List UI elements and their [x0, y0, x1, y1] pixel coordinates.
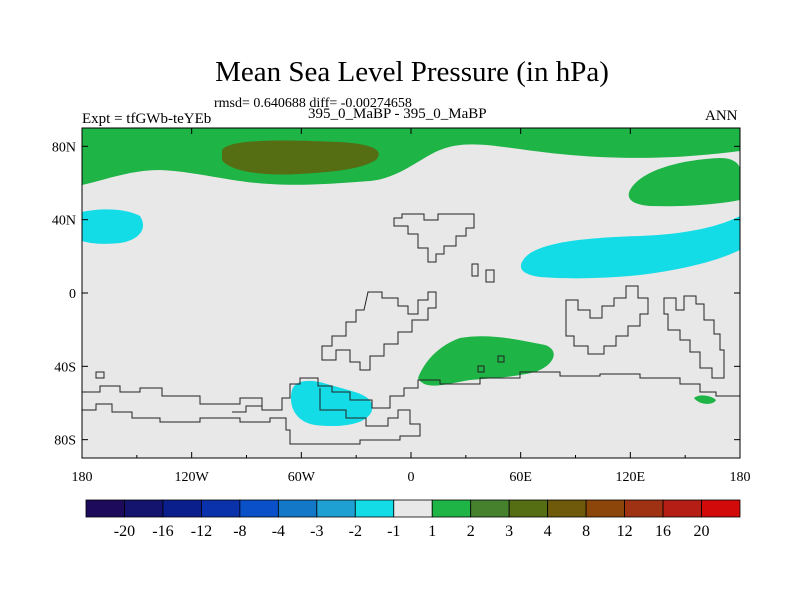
colorbar-swatch — [277, 499, 318, 518]
colorbar-swatch — [624, 499, 664, 518]
colorbar-label: 20 — [694, 523, 710, 540]
colorbar-label: -4 — [272, 523, 285, 540]
coastline — [663, 295, 725, 379]
colorbar-label: 2 — [467, 523, 475, 540]
coastline — [477, 365, 485, 373]
colorbar-label: 4 — [544, 523, 552, 540]
coastline — [82, 371, 740, 411]
x-tick-label: 120W — [175, 470, 210, 485]
colorbar-swatch — [508, 499, 549, 518]
colorbar-swatch — [470, 499, 510, 518]
colorbar-swatch — [201, 499, 241, 518]
colorbar-swatch — [701, 499, 741, 518]
y-tick-label: 40N — [52, 214, 76, 229]
colorbar-swatch — [85, 499, 125, 518]
colorbar-label: -12 — [191, 523, 212, 540]
x-tick-label: 0 — [408, 470, 415, 485]
colorbar-swatch — [662, 499, 702, 518]
colorbar-swatch — [585, 499, 625, 518]
x-tick-label: 120E — [616, 470, 646, 485]
coastline — [565, 285, 649, 355]
colorbar-label: -8 — [233, 523, 246, 540]
colorbar-label: 3 — [505, 523, 513, 540]
anomaly-region — [82, 209, 144, 244]
colorbar-label: 8 — [582, 523, 590, 540]
colorbar-swatch — [354, 499, 395, 518]
chart-title: Mean Sea Level Pressure (in hPa) — [215, 56, 609, 88]
coastline — [321, 291, 437, 371]
experiment-label: Expt = tfGWb-teYEb — [82, 111, 212, 127]
colorbar-label: -20 — [114, 523, 135, 540]
colorbar-swatch — [239, 499, 279, 518]
coastline — [95, 371, 105, 379]
colorbar-label: -3 — [310, 523, 323, 540]
y-tick-label: 80N — [52, 140, 76, 155]
colorbar-swatch — [547, 499, 587, 518]
y-tick-label: 80S — [54, 434, 76, 449]
colorbar-swatch — [162, 499, 202, 518]
colorbar-label: -16 — [152, 523, 173, 540]
colorbar-label: -2 — [349, 523, 362, 540]
anomaly-region — [628, 158, 740, 207]
case-label: 395_0_MaBP - 395_0_MaBP — [308, 106, 487, 122]
plot-background — [82, 128, 740, 458]
anomaly-region — [520, 216, 740, 279]
colorbar-swatch — [431, 499, 472, 518]
coastline — [82, 388, 421, 445]
coastline — [232, 405, 262, 413]
x-tick-label: 180 — [730, 470, 751, 485]
coastline — [471, 263, 479, 277]
stats-line: rmsd= 0.640688 diff= -0.00274658 — [214, 96, 412, 111]
colorbar-label: -1 — [387, 523, 400, 540]
x-tick-label: 60W — [288, 470, 316, 485]
colorbar-swatch — [316, 499, 356, 518]
coastline — [393, 213, 475, 263]
coastline — [497, 355, 505, 363]
season-label: ANN — [705, 108, 738, 124]
colorbar-label: 1 — [428, 523, 436, 540]
coastline — [485, 269, 495, 283]
y-tick-label: 40S — [54, 360, 76, 375]
x-tick-label: 60E — [509, 470, 532, 485]
colorbar-label: 12 — [617, 523, 633, 540]
colorbar-swatch — [124, 499, 164, 518]
colorbar-label: 16 — [655, 523, 671, 540]
y-tick-label: 0 — [69, 287, 76, 302]
anomaly-region — [222, 140, 379, 175]
colorbar-swatch — [393, 499, 433, 518]
anomaly-region — [290, 380, 373, 427]
anomaly-region — [694, 395, 716, 404]
x-tick-label: 180 — [72, 470, 93, 485]
